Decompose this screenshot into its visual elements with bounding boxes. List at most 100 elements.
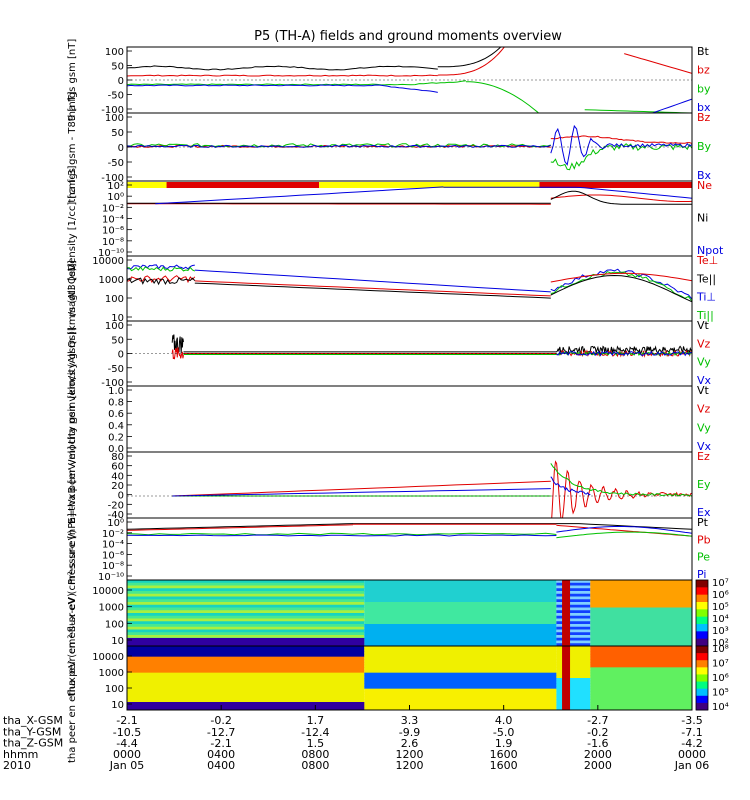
spectrogram-cell bbox=[590, 675, 692, 679]
spectrogram-cell bbox=[590, 618, 692, 622]
spectrogram-cell bbox=[556, 680, 591, 684]
trace-Npot bbox=[443, 186, 692, 199]
y-tick-label: 10⁻² bbox=[102, 529, 124, 540]
trace-by bbox=[127, 80, 467, 86]
spectrogram-cell bbox=[127, 678, 365, 682]
colorbar: 10⁸ 10⁷ 10⁶ 10⁵ 10⁴ bbox=[695, 644, 729, 713]
y-tick-label: 100 bbox=[105, 113, 124, 124]
spectrogram-band bbox=[562, 646, 571, 710]
spectrogram-cell bbox=[127, 635, 365, 639]
spectrogram-cell bbox=[556, 648, 591, 652]
panel-traces bbox=[127, 460, 692, 518]
spectrogram-cell bbox=[556, 629, 591, 633]
y-tick-label: 50 bbox=[111, 335, 124, 346]
spectrogram-cell bbox=[127, 593, 365, 597]
spectrogram-cell bbox=[590, 593, 692, 597]
colorbar-swatch bbox=[696, 580, 708, 588]
spectrogram-cell bbox=[556, 664, 591, 668]
trace-Ti-perp bbox=[127, 264, 195, 270]
y-tick-label: 10000 bbox=[92, 586, 124, 597]
spectrogram-cell bbox=[590, 624, 692, 628]
legend-bz: Bz bbox=[697, 111, 711, 124]
x-tick-label-z_gsm: 1.5 bbox=[307, 737, 325, 750]
spectrogram-cell bbox=[556, 604, 591, 608]
y-tick-label: 0.0 bbox=[108, 444, 124, 455]
y-tick-label: 0 bbox=[118, 143, 124, 154]
y-tick-label: -50 bbox=[108, 91, 124, 102]
y-axis-label: tha peir en eflux eV (cm²-s-sr-eV) bbox=[67, 530, 78, 697]
colorbar-swatch bbox=[696, 602, 708, 610]
trace-Ti-par bbox=[127, 266, 196, 272]
y-tick-label: 10⁻¹⁰ bbox=[98, 248, 124, 259]
y-axis-label: Density [1/cc] [cm-3] bbox=[67, 165, 78, 271]
spectrogram-cell bbox=[556, 699, 591, 703]
spectrogram-cell bbox=[556, 670, 591, 674]
spectrogram-cell bbox=[127, 699, 365, 703]
spectrogram-cell bbox=[364, 654, 557, 658]
spectrogram-cell bbox=[590, 646, 692, 650]
y-tick-label: 10 bbox=[111, 313, 124, 324]
legend-ni: Ni bbox=[697, 212, 708, 225]
legend-pb: Pb bbox=[697, 533, 711, 546]
spectrogram-cell bbox=[364, 680, 557, 684]
x-tick-label-x_gsm: 1.7 bbox=[307, 714, 325, 727]
trace-Npot bbox=[155, 186, 444, 205]
spectrogram-cell bbox=[364, 602, 557, 606]
spectrogram-cell bbox=[590, 704, 692, 708]
spectrogram-cell bbox=[590, 678, 692, 682]
colorbar-tick-label: 10⁷ bbox=[712, 659, 729, 670]
spectrogram-band bbox=[562, 580, 571, 646]
x-tick-label-z_gsm: -1.6 bbox=[587, 737, 608, 750]
spectrogram-cell bbox=[364, 662, 557, 666]
spectrogram-cell bbox=[364, 591, 557, 595]
spectrogram-cell bbox=[556, 635, 591, 639]
panel-frame bbox=[126, 385, 693, 453]
y-axis-label: magt3 [eV] bbox=[67, 260, 78, 317]
axis-row-label: tha_X-GSM bbox=[3, 714, 63, 727]
axis-row-label: tha_Y-GSM bbox=[3, 725, 61, 738]
spectrogram-cell bbox=[364, 688, 557, 692]
trace-Pe bbox=[556, 531, 692, 539]
legend-bz: bz bbox=[697, 64, 710, 77]
spectrogram-cell bbox=[364, 691, 557, 695]
spectrogram-cell bbox=[590, 683, 692, 687]
x-tick-label-x_gsm: -2.1 bbox=[116, 714, 137, 727]
spectrogram-cell bbox=[556, 704, 591, 708]
y-tick-label: 10⁰ bbox=[107, 518, 124, 529]
spectrogram-cell bbox=[556, 610, 591, 614]
x-tick-label-ticks: 1600 bbox=[490, 759, 518, 772]
spectrogram-cell bbox=[590, 651, 692, 655]
legend-bx: bx bbox=[697, 101, 711, 114]
spectrogram-cell bbox=[590, 656, 692, 660]
spectrogram-cell bbox=[364, 613, 557, 617]
spectrogram-cell bbox=[127, 688, 365, 692]
spectrogram-cell bbox=[556, 654, 591, 658]
y-tick-label: 20 bbox=[111, 481, 124, 492]
trace-bz bbox=[127, 74, 438, 77]
trace-Ne bbox=[550, 194, 692, 202]
y-tick-label: 100 bbox=[105, 684, 124, 695]
y-tick-label: 10⁻⁶ bbox=[102, 226, 124, 237]
y-tick-label: 1000 bbox=[99, 603, 124, 614]
colorbar-swatch bbox=[696, 638, 708, 647]
colorbar-tick-label: 10⁸ bbox=[712, 644, 729, 655]
trace-by bbox=[584, 109, 692, 113]
spectrogram-cell bbox=[556, 686, 591, 690]
y-tick-label: 100 bbox=[105, 47, 124, 58]
trace-Pt bbox=[127, 523, 354, 530]
trace-Vz bbox=[171, 347, 184, 360]
y-tick-label: 100 bbox=[105, 294, 124, 305]
spectrogram-cell bbox=[127, 585, 365, 589]
spectrogram-cell bbox=[590, 629, 692, 633]
spectrogram-cell bbox=[127, 654, 365, 658]
spectrogram-cell bbox=[590, 588, 692, 592]
trace-Ex bbox=[172, 488, 551, 497]
spectrogram-cell bbox=[364, 659, 557, 663]
spectrogram-cell bbox=[556, 607, 591, 611]
spectrogram-cell bbox=[364, 621, 557, 625]
spectrogram-cell bbox=[556, 707, 591, 710]
trace-bz bbox=[437, 47, 506, 76]
spectrogram-cell bbox=[556, 621, 591, 625]
